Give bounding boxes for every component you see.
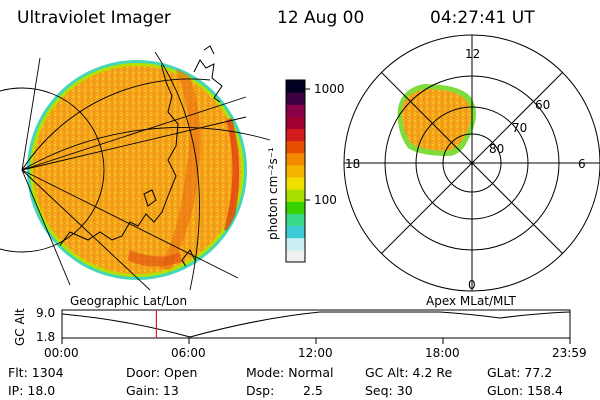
mlt-label-18: 18 [345,157,361,171]
door-status: Door: Open [126,365,198,380]
timeline-tick-1: 06:00 [171,346,206,360]
colorbar-tick-100: 100 [314,193,337,207]
colorbar-band [286,201,305,214]
polar-plot [343,34,600,292]
colorbar-band [286,213,305,227]
earth-image [0,45,271,291]
colorbar-band [286,116,305,130]
colorbar-band [286,177,305,190]
colorbar-band [286,80,305,93]
timeline-tick-3: 18:00 [425,346,460,360]
timeline-tick-2: 12:00 [298,346,333,360]
lat-label-80: 80 [489,142,505,156]
ip-value: IP: 18.0 [8,383,56,398]
timeline-plot [61,309,571,344]
colorbar-band [286,189,305,202]
timeline-tick-4: 23:59 [552,346,587,360]
colorbar-band [286,128,305,142]
colorbar-band [286,237,305,251]
colorbar-unit: photon cm⁻²s⁻¹ [266,147,280,240]
date-label: 12 Aug 00 [277,8,365,28]
dsp-label: Dsp: [246,383,275,398]
timeline-y-min: 1.8 [36,330,56,344]
mlt-label-0: 0 [468,278,476,292]
colorbar-band [286,225,305,239]
right-projection-label: Apex MLat/MLT [426,294,516,308]
geo-longitude: GLon: 158.4 [487,383,563,398]
timeline-y-label: GC Alt [13,308,27,346]
mlt-label-12: 12 [465,47,481,61]
colorbar-band [286,249,305,263]
colorbar-tick-1000: 1000 [314,82,345,96]
mlt-label-6: 6 [578,157,586,171]
instrument-title: Ultraviolet Imager [17,8,171,28]
colorbar-band [286,152,305,166]
colorbar-band [286,104,305,117]
dsp-value: 2.5 [303,383,323,398]
time-label: 04:27:41 UT [430,8,535,28]
lat-label-60: 60 [535,98,551,112]
sequence-number: Seq: 30 [365,383,413,398]
geo-latitude: GLat: 77.2 [487,365,553,380]
gain-value: Gain: 13 [126,383,179,398]
mode-value: Mode: Normal [246,365,334,380]
lat-label-70: 70 [512,121,528,135]
left-projection-label: Geographic Lat/Lon [70,294,188,308]
flight-number: Flt: 1304 [8,365,64,380]
colorbar [285,79,310,263]
gc-altitude: GC Alt: 4.2 Re [365,365,453,380]
timeline-tick-0: 00:00 [44,346,79,360]
colorbar-band [286,164,305,178]
timeline-y-max: 9.0 [36,306,56,320]
colorbar-band [286,140,305,154]
colorbar-band [286,92,305,105]
